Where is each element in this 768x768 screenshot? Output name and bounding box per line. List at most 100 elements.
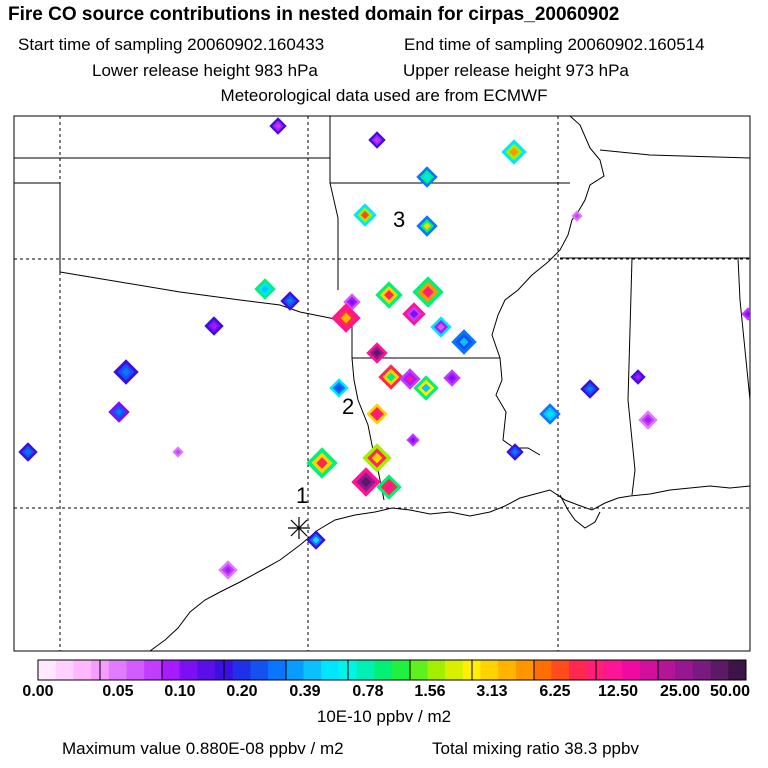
colorbar-tick-5: 0.78: [352, 683, 384, 700]
colorbar-swatch: [392, 660, 411, 680]
fire-cell: [448, 374, 456, 382]
colorbar-swatch: [427, 660, 446, 680]
fire-cell: [340, 312, 352, 324]
colorbar-swatch: [692, 660, 712, 680]
colorbar-swatch: [55, 660, 74, 680]
fire-cell: [423, 173, 431, 181]
colorbar-swatch: [285, 660, 304, 680]
colorbar-swatch: [622, 660, 641, 680]
fire-cell: [373, 410, 381, 418]
colorbar-swatch: [374, 660, 393, 680]
colorbar: [37, 659, 747, 681]
fire-cell: [115, 408, 123, 416]
total-mixing-ratio: Total mixing ratio 38.3 ppbv: [432, 739, 639, 758]
colorbar-swatch: [356, 660, 375, 680]
point-label-1: 1: [296, 483, 309, 508]
colorbar-swatch: [533, 660, 552, 680]
colorbar-units: 10E-10 ppbv / m2: [316, 707, 452, 726]
fire-cell: [261, 285, 269, 293]
fire-cell: [635, 374, 641, 380]
fire-cell: [422, 286, 434, 298]
colorbar-swatch: [126, 660, 145, 680]
colorbar-swatch: [639, 660, 658, 680]
fire-cell: [121, 367, 131, 377]
colorbar-swatch: [73, 660, 92, 680]
colorbar-swatch: [569, 660, 588, 680]
maximum-value: Maximum value 0.880E-08 ppbv / m2: [62, 739, 344, 758]
upper-release-height: Upper release height 973 hPa: [403, 61, 629, 80]
colorbar-swatch: [551, 660, 570, 680]
fire-cell: [509, 147, 519, 157]
colorbar-tick-8: 6.25: [539, 683, 571, 700]
colorbar-swatch: [445, 660, 464, 680]
colorbar-swatch: [728, 660, 747, 680]
fire-cell: [437, 323, 445, 331]
state-borders: [14, 116, 750, 501]
fire-cell: [410, 437, 416, 443]
fire-cell: [24, 448, 32, 456]
colorbar-swatch: [108, 660, 127, 680]
map-title: Fire CO source contributions in nested d…: [8, 4, 620, 25]
fire-cell: [546, 410, 554, 418]
lat-lon-grid: [14, 116, 750, 651]
colorbar-swatch: [179, 660, 198, 680]
fire-cell: [316, 457, 328, 469]
fire-contribution-cells: [18, 117, 750, 580]
fire-cell: [459, 337, 469, 347]
fire-cell: [384, 290, 394, 300]
gulf-coastline: [149, 485, 750, 651]
colorbar-swatch: [515, 660, 535, 680]
fire-cell: [745, 311, 750, 317]
colorbar-tick-3: 0.20: [226, 683, 258, 700]
colorbar-swatch: [161, 660, 181, 680]
colorbar-swatch: [480, 660, 499, 680]
fire-cell: [575, 214, 579, 218]
fire-cell: [511, 448, 519, 456]
fire-cell: [423, 222, 431, 230]
colorbar-swatch: [675, 660, 694, 680]
fire-cell: [360, 476, 372, 488]
fire-cell: [586, 385, 594, 393]
fire-cell: [384, 482, 394, 492]
fire-cell: [176, 450, 180, 454]
fire-cell: [360, 210, 370, 220]
start-time: Start time of sampling 20060902.160433: [18, 35, 325, 54]
colorbar-swatch: [604, 660, 623, 680]
colorbar-tick-1: 0.05: [102, 683, 134, 700]
map-content: [14, 116, 750, 651]
colorbar-swatch: [710, 660, 729, 680]
colorbar-swatch: [38, 660, 57, 680]
receptor-star-icon: [288, 517, 310, 539]
fire-cell: [210, 322, 218, 330]
end-time: End time of sampling 20060902.160514: [404, 35, 705, 54]
colorbar-tick-9: 12.50: [597, 683, 639, 700]
fire-cell: [386, 372, 396, 382]
colorbar-tick-6: 1.56: [414, 683, 446, 700]
map-frame: [13, 115, 751, 652]
colorbar-tick-0: 0.00: [22, 683, 54, 700]
fire-cell: [421, 383, 431, 393]
point-label-3: 3: [393, 207, 406, 232]
met-data-source: Meteorological data used are from ECMWF: [220, 86, 548, 105]
fire-cell: [373, 349, 381, 357]
colorbar-swatch: [144, 660, 163, 680]
fire-cell: [373, 136, 381, 144]
colorbar-tick-4: 0.39: [289, 683, 321, 700]
fire-cell: [274, 122, 282, 130]
point-label-2: 2: [342, 394, 355, 419]
colorbar-tick-2: 0.10: [164, 683, 196, 700]
colorbar-swatch: [197, 660, 216, 680]
colorbar-swatch: [498, 660, 517, 680]
fire-cell: [224, 566, 232, 574]
fire-cell: [406, 375, 414, 383]
fire-cell: [335, 384, 343, 392]
fire-cell: [371, 452, 383, 464]
colorbar-swatch: [232, 660, 251, 680]
fire-cell: [286, 297, 294, 305]
colorbar-swatch: [409, 660, 428, 680]
colorbar-swatch: [657, 660, 676, 680]
fire-cell: [312, 536, 320, 544]
colorbar-tick-7: 3.13: [476, 683, 508, 700]
fire-cell: [348, 298, 356, 306]
